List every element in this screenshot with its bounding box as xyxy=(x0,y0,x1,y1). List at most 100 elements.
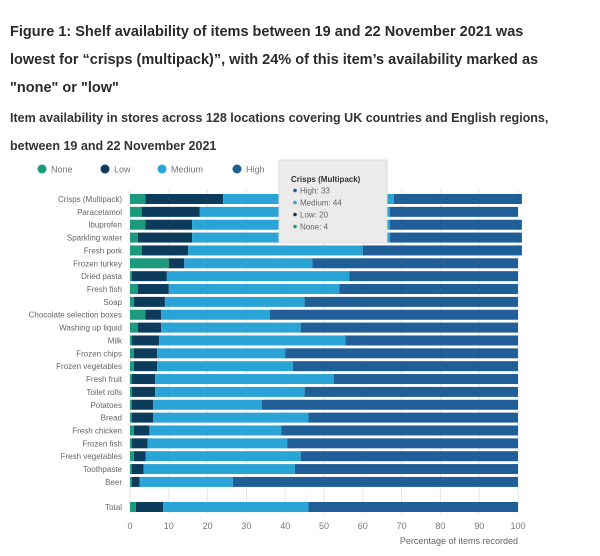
bar-row: Beer xyxy=(105,476,518,487)
bar-row: Fresh chicken xyxy=(72,425,518,436)
x-tick-label: 50 xyxy=(319,521,329,531)
bar-segment-medium xyxy=(188,245,363,256)
category-label: Paracetamol xyxy=(77,208,122,217)
bar-segment-high xyxy=(300,451,518,462)
bar-segment-none xyxy=(130,284,138,295)
legend-swatch xyxy=(100,164,110,174)
bar-segment-medium xyxy=(155,386,305,397)
category-label: Dried pasta xyxy=(81,272,122,281)
category-label: Fresh fish xyxy=(87,285,122,294)
bar-segment-medium xyxy=(162,502,309,512)
x-tick-label: 40 xyxy=(280,521,290,531)
bar-segment-low xyxy=(131,476,140,487)
category-label: Milk xyxy=(108,336,123,345)
legend-label: Low xyxy=(114,165,131,175)
bar-segment-none xyxy=(130,502,136,512)
bar-segment-high xyxy=(345,335,518,346)
bar-row: Chocolate selection boxes xyxy=(29,309,518,320)
category-label: Fresh chicken xyxy=(72,426,122,435)
bar-segment-high xyxy=(269,309,518,320)
bar-row: Toothpaste xyxy=(83,464,518,475)
bar-segment-low xyxy=(145,309,162,320)
tooltip-line: High: 33 xyxy=(300,187,330,196)
bar-segment-medium xyxy=(143,464,295,475)
category-label: Toothpaste xyxy=(83,465,123,474)
bar-segment-low xyxy=(131,399,154,410)
bar-segment-none xyxy=(130,335,132,346)
bar-segment-low xyxy=(137,284,169,295)
bar-row: Milk xyxy=(108,335,518,346)
x-tick-label: 20 xyxy=(203,521,213,531)
bar-segment-high xyxy=(281,425,518,436)
bar-segment-high xyxy=(389,219,522,230)
legend-item-medium: Medium xyxy=(157,164,203,175)
legend-label: Medium xyxy=(171,165,203,175)
bar-segment-low xyxy=(141,206,200,217)
bar-segment-high xyxy=(304,386,518,397)
bar-segment-low xyxy=(141,245,189,256)
category-label: Chocolate selection boxes xyxy=(29,311,122,320)
bar-segment-high xyxy=(294,464,518,475)
bar-row: Toilet rolls xyxy=(86,386,518,397)
category-label: Fresh fruit xyxy=(86,375,123,384)
bar-segment-none xyxy=(130,245,142,256)
bar-segment-low xyxy=(133,348,158,359)
tooltip-bullet xyxy=(293,212,297,217)
tooltip-bullet xyxy=(293,224,297,229)
bar-row: Fresh fruit xyxy=(86,374,518,385)
bar-segment-medium xyxy=(153,412,309,423)
bar-segment-none xyxy=(130,258,169,269)
legend-swatch xyxy=(37,164,47,174)
x-axis-label: Percentage of items recorded xyxy=(400,536,518,546)
category-label: Total xyxy=(105,503,122,512)
category-label: Washing up liquid xyxy=(59,324,122,333)
bar-segment-medium xyxy=(147,438,288,449)
bar-row: Fresh fish xyxy=(87,284,518,295)
bar-segment-none xyxy=(130,232,138,243)
category-label: Beer xyxy=(105,478,122,487)
bar-row: Washing up liquid xyxy=(59,322,518,333)
category-label: Frozen vegetables xyxy=(56,362,122,371)
bar-segment-medium xyxy=(157,361,293,372)
bar-row: Frozen fish xyxy=(82,438,518,449)
bar-segment-low xyxy=(131,374,156,385)
bar-segment-high xyxy=(389,206,518,217)
bar-segment-high xyxy=(261,399,518,410)
bar-segment-high xyxy=(312,258,518,269)
tooltip-title: Crisps (Multipack) xyxy=(291,175,361,184)
bar-segment-high xyxy=(300,322,518,333)
bar-segment-low xyxy=(131,335,160,346)
bar-segment-low xyxy=(131,412,154,423)
bar-row: Potatoes xyxy=(90,399,518,410)
bar-segment-medium xyxy=(161,309,270,320)
tooltip-bullet xyxy=(293,188,297,193)
bar-row: Frozen vegetables xyxy=(56,361,518,372)
bar-segment-medium xyxy=(166,271,350,282)
bar-segment-medium xyxy=(157,348,286,359)
bar-segment-low xyxy=(145,219,193,230)
category-label: Toilet rolls xyxy=(86,388,122,397)
category-label: Fresh vegetables xyxy=(61,452,122,461)
bar-segment-low xyxy=(137,322,162,333)
bar-segment-high xyxy=(333,374,518,385)
bar-segment-high xyxy=(285,348,518,359)
bar-row: Fresh vegetables xyxy=(61,451,518,462)
bar-segment-none xyxy=(130,309,146,320)
bar-segment-low xyxy=(133,361,158,372)
bar-segment-low xyxy=(135,502,163,512)
bar-row: Frozen turkey xyxy=(73,258,518,269)
x-tick-label: 100 xyxy=(510,521,525,531)
chart-subtitle: Item availability in stores across 128 l… xyxy=(10,111,549,153)
plot-area: 0 10 20 30 40 50 60 70 80 90 100 Percentage of item… xyxy=(29,159,526,546)
bar-row: Dried pasta xyxy=(81,271,518,282)
bar-segment-none xyxy=(130,348,134,359)
bar-segment-none xyxy=(130,399,132,410)
x-tick-label: 0 xyxy=(127,521,132,531)
bar-segment-medium xyxy=(164,296,305,307)
bar-segment-high xyxy=(393,194,522,204)
bar-segment-none xyxy=(130,425,134,436)
bar-segment-none xyxy=(130,194,146,204)
category-label: Bread xyxy=(101,414,122,423)
tooltip-bullet xyxy=(293,200,297,205)
chart-header: Figure 1: Shelf availability of items be… xyxy=(0,0,600,160)
